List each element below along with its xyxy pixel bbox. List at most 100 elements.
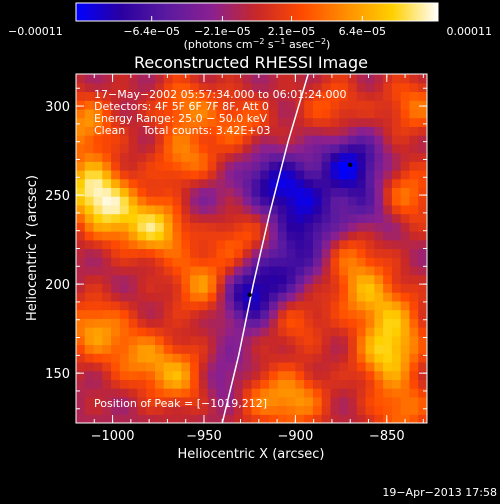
- heatmap-cell: [304, 91, 314, 101]
- heatmap-cell: [163, 379, 174, 389]
- heatmap-cell: [286, 414, 296, 423]
- heatmap-cell: [304, 274, 314, 284]
- heatmap-cell: [260, 292, 270, 302]
- heatmap-cell: [260, 126, 270, 136]
- heatmap-cell: [172, 335, 182, 346]
- heatmap-cell: [172, 231, 182, 241]
- heatmap-cell: [339, 379, 349, 389]
- heatmap-cell: [198, 126, 209, 136]
- heatmap-cell: [260, 91, 270, 101]
- heatmap-cell: [339, 344, 349, 354]
- heatmap-cell: [304, 309, 314, 319]
- heatmap-cell: [102, 178, 112, 189]
- heatmap-cell: [330, 222, 340, 232]
- heatmap-cell: [146, 265, 156, 276]
- heatmap-cell: [154, 300, 165, 311]
- heatmap-cell: [251, 396, 261, 407]
- heatmap-cell: [93, 396, 103, 407]
- heatmap-cell: [181, 405, 191, 415]
- heatmap-cell: [295, 91, 305, 101]
- heatmap-cell: [391, 143, 402, 154]
- heatmap-cell: [383, 283, 393, 293]
- heatmap-cell: [225, 135, 235, 145]
- heatmap-cell: [198, 204, 209, 215]
- heatmap-cell: [233, 108, 244, 119]
- heatmap-cell: [409, 222, 419, 232]
- heatmap-cell: [119, 388, 130, 398]
- heatmap-cell: [84, 143, 95, 154]
- heatmap-cell: [277, 300, 288, 311]
- heatmap-cell: [304, 405, 314, 415]
- heatmap-cell: [198, 300, 209, 311]
- heatmap-cell: [356, 74, 367, 84]
- heatmap-cell: [137, 187, 147, 197]
- source-marker: [247, 292, 252, 297]
- heatmap-cell: [128, 274, 139, 284]
- heatmap-cell: [172, 196, 182, 206]
- heatmap-cell: [84, 309, 95, 319]
- heatmap-cell: [383, 135, 393, 145]
- heatmap-cell: [251, 405, 261, 415]
- heatmap-cell: [356, 82, 367, 93]
- heatmap-cell: [181, 309, 191, 319]
- heatmap-cell: [383, 257, 393, 267]
- heatmap-cell: [312, 100, 323, 110]
- heatmap-cell: [321, 222, 332, 232]
- heatmap-cell: [102, 353, 112, 363]
- heatmap-cell: [304, 222, 314, 232]
- heatmap-cell: [286, 265, 296, 276]
- heatmap-cell: [93, 74, 103, 84]
- heatmap-cell: [356, 353, 367, 363]
- heatmap-cell: [137, 379, 147, 389]
- heatmap-cell: [190, 388, 200, 398]
- heatmap-cell: [119, 231, 130, 241]
- heatmap-cell: [190, 100, 200, 110]
- heatmap-cell: [216, 379, 226, 389]
- heatmap-cell: [154, 91, 165, 101]
- heatmap-cell: [76, 143, 86, 154]
- heatmap-cell: [242, 353, 253, 363]
- heatmap-cell: [216, 74, 226, 84]
- heatmap-cell: [260, 161, 270, 171]
- heatmap-cell: [119, 222, 130, 232]
- heatmap-cell: [242, 396, 253, 407]
- heatmap-cell: [277, 117, 288, 127]
- heatmap-cell: [146, 74, 156, 84]
- heatmap-cell: [304, 344, 314, 354]
- heatmap-cell: [198, 152, 209, 162]
- heatmap-cell: [312, 239, 323, 250]
- heatmap-cell: [242, 100, 253, 110]
- heatmap-cell: [260, 143, 270, 154]
- heatmap-cell: [418, 265, 427, 276]
- heatmap-cell: [260, 152, 270, 162]
- x-axis-label: Heliocentric X (arcsec): [178, 447, 325, 462]
- heatmap-cell: [251, 135, 261, 145]
- heatmap-cell: [295, 143, 305, 154]
- heatmap-cell: [76, 327, 86, 337]
- heatmap-cell: [400, 231, 411, 241]
- heatmap-cell: [242, 204, 253, 215]
- heatmap-cell: [383, 335, 393, 346]
- heatmap-cell: [242, 274, 253, 284]
- heatmap-cell: [154, 396, 165, 407]
- heatmap-cell: [84, 257, 95, 267]
- heatmap-cell: [154, 414, 165, 423]
- heatmap-image: [76, 74, 427, 423]
- heatmap-cell: [102, 327, 112, 337]
- heatmap-cell: [198, 388, 209, 398]
- heatmap-cell: [216, 178, 226, 189]
- heatmap-cell: [93, 222, 103, 232]
- heatmap-cell: [119, 108, 130, 119]
- heatmap-cell: [348, 248, 358, 258]
- heatmap-cell: [269, 300, 279, 311]
- heatmap-cell: [251, 100, 261, 110]
- heatmap-cell: [269, 265, 279, 276]
- heatmap-cell: [269, 152, 279, 162]
- heatmap-cell: [111, 231, 121, 241]
- heatmap-cell: [339, 353, 349, 363]
- heatmap-cell: [93, 178, 103, 189]
- heatmap-cell: [251, 231, 261, 241]
- y-axis-tick-label: 300: [45, 100, 70, 115]
- heatmap-cell: [198, 370, 209, 380]
- heatmap-cell: [418, 126, 427, 136]
